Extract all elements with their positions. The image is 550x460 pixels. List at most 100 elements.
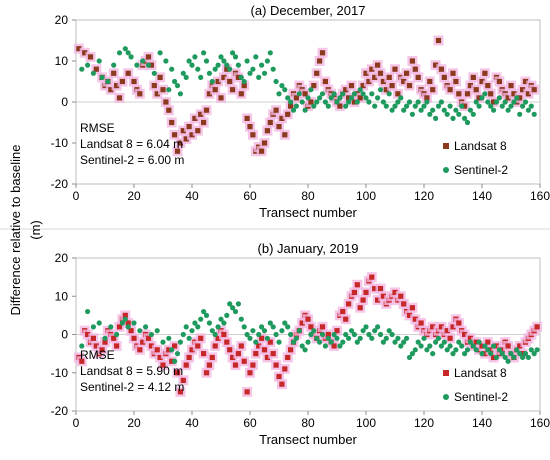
data-point (218, 95, 224, 101)
data-point (195, 324, 201, 330)
data-point (467, 107, 473, 113)
data-point (319, 331, 326, 338)
legend-marker-landsat-8 (443, 370, 449, 376)
data-point (79, 66, 85, 72)
data-point (389, 107, 395, 113)
data-point (151, 70, 157, 76)
data-point (215, 62, 221, 68)
data-point (525, 354, 532, 361)
data-point (125, 320, 131, 326)
data-point (85, 331, 91, 338)
data-point (351, 331, 357, 338)
data-point (450, 351, 456, 357)
data-point (203, 312, 210, 318)
data-point (279, 83, 285, 89)
data-point (473, 347, 479, 353)
data-point (424, 95, 430, 101)
data-point (131, 320, 137, 326)
data-point (485, 83, 491, 89)
data-point (392, 66, 398, 72)
data-point (198, 335, 204, 341)
x-tick-label: 40 (185, 416, 199, 430)
data-point (354, 99, 360, 105)
data-point (166, 87, 172, 93)
data-point (276, 373, 282, 380)
data-point (505, 107, 511, 113)
data-point (456, 339, 462, 345)
data-point (421, 335, 427, 341)
data-point (166, 335, 172, 341)
data-point (186, 335, 192, 341)
data-point (369, 91, 375, 97)
data-point (96, 320, 102, 326)
data-point (401, 78, 407, 85)
data-point (377, 70, 384, 76)
data-point (470, 74, 476, 80)
data-point (270, 66, 276, 72)
data-point (111, 70, 117, 76)
data-point (409, 111, 415, 117)
data-point (334, 335, 340, 341)
data-point (169, 347, 175, 353)
data-point (438, 99, 444, 105)
data-point (238, 74, 244, 80)
x-axis-label: Transect number (259, 432, 357, 447)
data-point (372, 328, 378, 334)
data-point (189, 132, 195, 138)
data-point (435, 103, 442, 109)
data-point (201, 308, 207, 315)
data-point (195, 128, 201, 134)
data-point (90, 324, 96, 330)
data-point (476, 95, 482, 101)
data-point (172, 78, 178, 85)
data-point (317, 95, 323, 101)
data-point (235, 351, 241, 357)
data-point (215, 335, 221, 341)
data-point (511, 99, 517, 105)
data-point (377, 331, 384, 338)
data-point (372, 286, 378, 292)
data-point (247, 124, 253, 130)
data-point (473, 87, 479, 93)
data-point (276, 339, 282, 345)
data-point (311, 328, 317, 334)
data-point (363, 95, 369, 101)
data-point (90, 335, 96, 341)
data-point (169, 358, 175, 364)
data-point (340, 91, 346, 97)
data-point (224, 66, 230, 72)
data-point (412, 103, 418, 109)
data-point (491, 99, 497, 105)
data-point (450, 70, 456, 76)
data-point (215, 78, 221, 85)
data-point (456, 111, 462, 117)
data-point (189, 328, 195, 334)
data-point (375, 62, 381, 68)
data-point (215, 324, 221, 330)
data-point (343, 331, 349, 338)
rmse-value: Landsat 8 = 6.04 m (80, 137, 183, 151)
data-point (96, 58, 102, 64)
legend-marker-sentinel-2 (443, 167, 449, 173)
data-point (145, 54, 152, 60)
data-point (348, 83, 355, 89)
data-point (308, 87, 314, 93)
data-point (183, 324, 189, 330)
data-point (447, 87, 453, 93)
data-point (125, 70, 131, 76)
data-point (485, 347, 491, 353)
data-point (522, 99, 529, 105)
data-point (369, 274, 375, 280)
data-point (317, 58, 323, 64)
data-point (134, 62, 140, 68)
data-point (406, 312, 413, 318)
data-point (174, 370, 181, 376)
data-point (119, 78, 125, 85)
data-point (401, 107, 407, 113)
legend-label: Landsat 8 (454, 366, 507, 380)
data-point (453, 107, 459, 113)
data-point (247, 370, 253, 376)
data-point (293, 95, 299, 101)
data-point (111, 62, 117, 68)
data-point (201, 50, 207, 56)
